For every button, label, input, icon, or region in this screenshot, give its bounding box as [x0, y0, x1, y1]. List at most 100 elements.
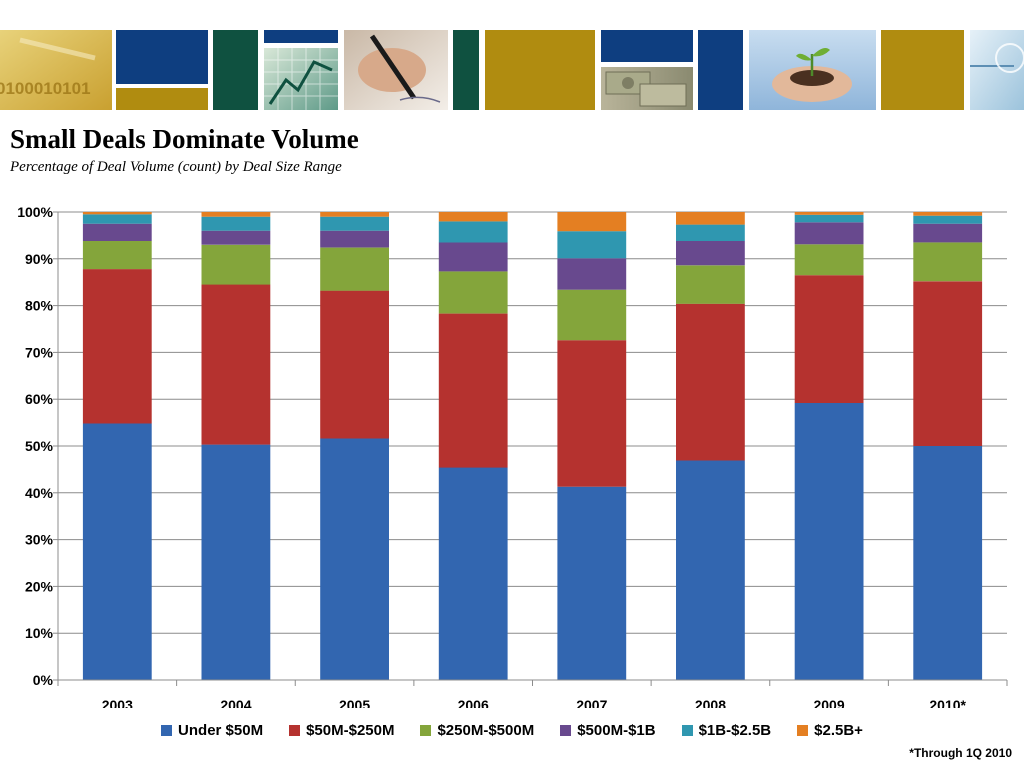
bar-segment: [676, 212, 745, 225]
bar-segment: [82, 212, 152, 215]
bar-segment: [320, 247, 389, 291]
legend-label: $50M-$250M: [306, 722, 395, 739]
bar-segment: [320, 212, 389, 217]
technology-photo: [970, 30, 1024, 110]
banner-block: [264, 30, 338, 43]
x-tick-label: 2005: [339, 697, 370, 708]
bar-segment: [201, 212, 271, 217]
y-tick-label: 50%: [25, 438, 54, 454]
stacked-bar-chart: 0% 10% 20% 30% 40% 50% 60% 70% 80% 90% 100% 2003 200…: [17, 204, 1008, 708]
bar-segment: [557, 212, 627, 232]
stock-chart-photo: [264, 48, 338, 110]
legend-item: $1B-$2.5B: [681, 722, 771, 739]
bar-segment: [201, 444, 271, 680]
dollar-bills-photo: [601, 67, 693, 110]
legend-swatch: [681, 725, 693, 736]
bar-segment: [82, 241, 152, 270]
banner-block: [485, 30, 595, 110]
banner-block: [881, 30, 964, 110]
x-tick-label: 2009: [813, 697, 844, 708]
legend-swatch: [797, 725, 809, 736]
legend-item: $250M-$500M: [420, 722, 534, 739]
bar-segment: [438, 212, 508, 222]
bar-segment: [82, 214, 152, 224]
x-tick-label: 2004: [220, 697, 251, 708]
bar-segment: [82, 223, 152, 241]
bar-segment: [794, 402, 864, 680]
axes: 0% 10% 20% 30% 40% 50% 60% 70% 80% 90% 100% 2003 200…: [17, 204, 1008, 708]
bar-segment: [913, 223, 983, 243]
legend-item: $2.5B+: [797, 722, 863, 739]
bar-segment: [201, 216, 271, 231]
bar-segment: [913, 446, 983, 680]
legend-item: Under $50M: [161, 722, 263, 739]
banner-block: [116, 30, 208, 84]
chart-subtitle: Percentage of Deal Volume (count) by Dea…: [10, 159, 342, 175]
legend-item: $50M-$250M: [289, 722, 394, 739]
y-tick-label: 90%: [25, 251, 54, 267]
bar-segment: [438, 467, 508, 680]
bar-segment: [676, 303, 745, 461]
y-tick-label: 20%: [25, 578, 54, 594]
legend-item: $500M-$1B: [560, 722, 656, 739]
chart-title: Small Deals Dominate Volume: [10, 124, 359, 154]
y-tick-label: 40%: [25, 485, 54, 501]
banner-block: [116, 88, 208, 110]
legend-label: $250M-$500M: [437, 722, 535, 739]
legend-label: $500M-$1B: [577, 722, 656, 739]
x-tick-label: 2007: [576, 697, 607, 708]
bar-segment: [913, 242, 983, 282]
bar-segment: [201, 244, 271, 285]
bar-segment: [557, 486, 627, 680]
bar-segment: [438, 221, 508, 243]
bar-segment: [913, 215, 983, 224]
bar-segment: [913, 212, 983, 216]
chart-legend: Under $50M $50M-$250M $250M-$500M $500M-$1B…: [0, 722, 1024, 739]
bars: [82, 212, 983, 680]
header-banner: 0100010101: [0, 30, 1024, 110]
bar-segment: [320, 216, 389, 231]
bar-segment: [320, 438, 389, 680]
bar-segment: [438, 313, 508, 468]
bar-segment: [557, 258, 627, 290]
x-tick-label: 2006: [458, 697, 489, 708]
gridlines: [58, 211, 1007, 681]
bar-segment: [794, 222, 864, 245]
bar-segment: [794, 214, 864, 223]
bar-segment: [320, 290, 389, 439]
bar-segment: [557, 340, 627, 487]
bar-segment: [557, 289, 627, 341]
banner-block: [453, 30, 479, 110]
bar-segment: [676, 224, 745, 241]
x-tick-label: 2008: [695, 697, 726, 708]
x-tick-label: 2003: [102, 697, 133, 708]
bar-segment: [201, 284, 271, 445]
y-tick-label: 10%: [25, 625, 54, 641]
legend-swatch: [289, 725, 301, 736]
y-tick-label: 70%: [25, 344, 54, 360]
y-tick-label: 0%: [33, 672, 54, 688]
bar-segment: [320, 230, 389, 248]
legend-swatch: [420, 725, 432, 736]
bar-segment: [676, 241, 745, 266]
footnote: *Through 1Q 2010: [909, 746, 1012, 760]
bar-segment: [201, 230, 271, 245]
bar-segment: [82, 423, 152, 680]
banner-block: [601, 30, 693, 62]
bar-segment: [557, 231, 627, 259]
bar-segment: [913, 281, 983, 446]
bar-segment: [438, 242, 508, 272]
bar-segment: [794, 212, 864, 215]
legend-label: $2.5B+: [814, 722, 863, 739]
x-tick-label: 2010*: [929, 697, 966, 708]
binary-text: 0100010101: [0, 79, 91, 98]
signing-pen-photo: [344, 30, 448, 110]
bar-segment: [438, 271, 508, 314]
y-tick-label: 80%: [25, 298, 54, 314]
y-tick-label: 100%: [17, 204, 53, 220]
y-tick-label: 30%: [25, 532, 54, 548]
y-tick-label: 60%: [25, 391, 54, 407]
binary-code-photo: 0100010101: [0, 30, 112, 110]
legend-swatch: [161, 725, 173, 736]
banner-block: [698, 30, 743, 110]
